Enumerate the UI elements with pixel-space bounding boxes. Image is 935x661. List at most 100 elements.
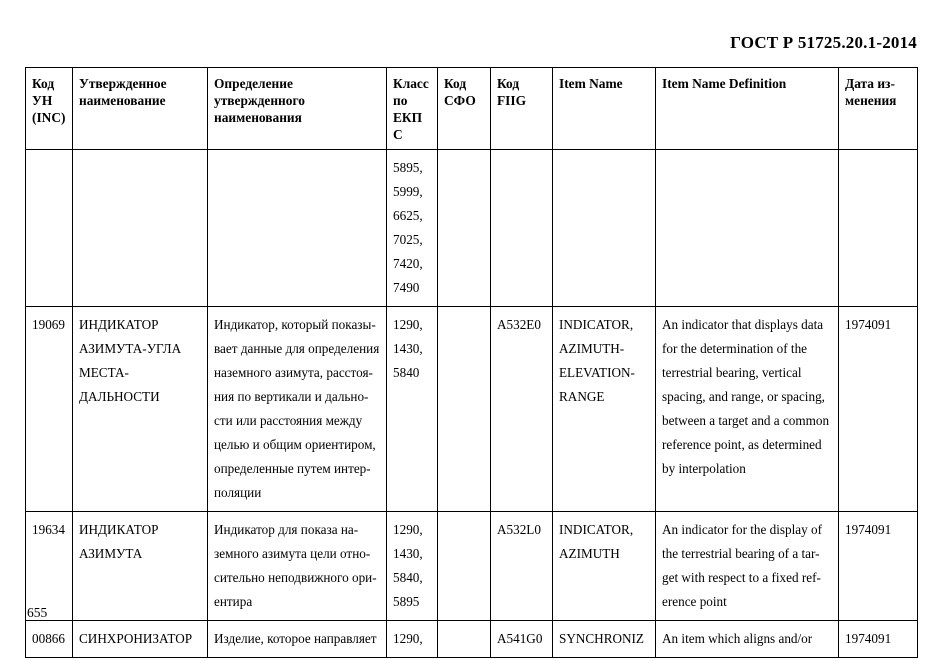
standard-number-header: ГОСТ Р 51725.20.1-2014 xyxy=(730,33,917,52)
column-header-item-name-definition-line-1: Item Name Definition xyxy=(662,76,787,91)
cell-item-name-definition-line-7: by interpolation xyxy=(662,461,746,476)
table-row: 5895, 5999, 6625, 7025, 7420, 7490 xyxy=(25,149,918,307)
cell-ekps-class-line-3: 5840, xyxy=(393,570,423,585)
cell-item-name-line-1: INDICATOR, xyxy=(559,317,634,332)
column-header-definition-line-1: Определение xyxy=(214,76,293,91)
cell-approved-name-lines: СИНХРОНИЗАТОР xyxy=(79,627,202,651)
table-row: 00866 СИНХРОНИЗАТОР Изделие, которое напра… xyxy=(25,620,918,658)
column-header-definition-line-3: наименования xyxy=(214,110,302,125)
cell-definition-line-8: поляции xyxy=(214,485,262,500)
cell-inc: 19634 xyxy=(25,511,73,621)
cell-approved-name-line-3: МЕСТА- xyxy=(79,365,129,380)
column-header-definition: Определение утвержденного наименования xyxy=(207,67,387,150)
cell-approved-name xyxy=(72,149,208,307)
cell-ekps-class-line-4: 5895 xyxy=(393,594,420,609)
table-row: 19634 ИНДИКАТОР АЗИМУТА Индикатор для показ… xyxy=(25,511,918,621)
column-header-inc-lines: Код УН (INC) xyxy=(32,75,67,126)
cell-item-name-definition-line-3: get with respect to a fixed ref- xyxy=(662,570,821,585)
cell-item-name-line-3: ELEVATION- xyxy=(559,365,635,380)
column-header-change-date-line-2: менения xyxy=(845,93,897,108)
column-header-change-date-lines: Дата из- менения xyxy=(845,75,912,109)
table-header: Код УН (INC) Утвержденное наименование xyxy=(25,67,918,150)
cell-item-name-definition-line-1: An indicator that displays data xyxy=(662,317,824,332)
column-header-item-name-definition: Item Name Definition xyxy=(655,67,839,150)
column-header-inc: Код УН (INC) xyxy=(25,67,73,150)
column-header-change-date-line-1: Дата из- xyxy=(845,76,895,91)
column-header-fiig-code-line-2: FIIG xyxy=(497,93,527,108)
cell-definition-line-4: ентира xyxy=(214,594,253,609)
column-header-fiig-code-lines: Код FIIG xyxy=(497,75,547,109)
cell-fiig-code: A541G0 xyxy=(490,620,553,658)
cell-item-name-line-4: RANGE xyxy=(559,389,605,404)
column-header-item-name: Item Name xyxy=(552,67,656,150)
cell-ekps-class-lines: 1290, 1430, 5840 xyxy=(393,313,432,385)
cell-item-name xyxy=(552,149,656,307)
column-header-sfo-code: Код СФО xyxy=(437,67,491,150)
cell-item-name-definition-line-2: the terrestrial bearing of a tar- xyxy=(662,546,820,561)
cell-definition-line-6: целью и общим ориентиром, xyxy=(214,437,376,452)
column-header-ekps-class-line-4: С xyxy=(393,127,403,142)
cell-definition: Индикатор для показа на-земного азимута … xyxy=(207,511,387,621)
cell-approved-name-lines: ИНДИКАТОР АЗИМУТА xyxy=(79,518,202,566)
table-row: 19069 ИНДИКАТОР АЗИМУТА-УГЛА МЕСТА- ДАЛЬНОСТ… xyxy=(25,306,918,512)
cell-definition-lines: Изделие, которое направляет xyxy=(214,627,381,651)
cell-item-name-lines: INDICATOR, AZIMUTH xyxy=(559,518,650,566)
cell-item-name-lines: INDICATOR, AZIMUTH- ELEVATION- RANGE xyxy=(559,313,650,409)
cell-ekps-class-lines: 5895, 5999, 6625, 7025, 7420, 7490 xyxy=(393,156,432,300)
cell-approved-name-line-2: АЗИМУТА xyxy=(79,546,143,561)
cell-item-name-definition: An item which aligns and/or xyxy=(655,620,839,658)
column-header-item-name-line-1: Item Name xyxy=(559,76,623,91)
cell-definition-line-3: наземного азимута, расстоя- xyxy=(214,365,373,380)
cell-item-name-line-2: AZIMUTH- xyxy=(559,341,625,356)
cell-ekps-class-line-2: 1430, xyxy=(393,546,423,561)
cell-ekps-class: 1290, xyxy=(386,620,438,658)
column-header-inc-line-1: Код xyxy=(32,76,55,91)
column-header-ekps-class-line-1: Класс xyxy=(393,76,429,91)
cell-item-name-definition-line-2: for the determination of the xyxy=(662,341,808,356)
cell-ekps-class-line-2: 1430, xyxy=(393,341,423,356)
cell-item-name-definition-lines: An indicator for the display of the terre… xyxy=(662,518,833,614)
cell-definition xyxy=(207,149,387,307)
cell-change-date: 1974091 xyxy=(838,511,918,621)
cell-sfo-code xyxy=(437,620,491,658)
cell-definition-line-2: вает данные для определения xyxy=(214,341,380,356)
cell-definition-lines: Индикатор, который показы-вает данные дл… xyxy=(214,313,381,505)
cell-item-name-definition-line-4: spacing, and range, or spacing, xyxy=(662,389,825,404)
cell-item-name: INDICATOR, AZIMUTH xyxy=(552,511,656,621)
cell-ekps-class-line-3: 5840 xyxy=(393,365,420,380)
cell-item-name-definition xyxy=(655,149,839,307)
cell-definition-line-1: Изделие, которое направляет xyxy=(214,631,377,646)
cell-ekps-class-line-3: 6625, xyxy=(393,208,423,223)
column-header-inc-line-2: УН xyxy=(32,93,53,108)
column-header-ekps-class-lines: Класс по ЕКП С xyxy=(393,75,432,143)
column-header-approved-name-line-1: Утвержденное xyxy=(79,76,167,91)
cell-item-name-lines: SYNCHRONIZ xyxy=(559,627,650,651)
column-header-inc-line-3: (INC) xyxy=(32,110,66,125)
cell-ekps-class-lines: 1290, xyxy=(393,627,432,651)
cell-change-date xyxy=(838,149,918,307)
cell-definition: Изделие, которое направляет xyxy=(207,620,387,658)
cell-item-name-definition-lines: An indicator that displays data for the d… xyxy=(662,313,833,481)
cell-item-name-line-1: SYNCHRONIZ xyxy=(559,631,644,646)
cell-approved-name: ИНДИКАТОР АЗИМУТА-УГЛА МЕСТА- ДАЛЬНОСТИ xyxy=(72,306,208,512)
cell-inc: 19069 xyxy=(25,306,73,512)
cell-item-name-definition-line-6: reference point, as determined xyxy=(662,437,822,452)
column-header-sfo-code-line-1: Код xyxy=(444,76,467,91)
cell-sfo-code xyxy=(437,149,491,307)
cell-ekps-class: 1290, 1430, 5840 xyxy=(386,306,438,512)
cell-fiig-code: A532L0 xyxy=(490,511,553,621)
cell-approved-name-line-1: СИНХРОНИЗАТОР xyxy=(79,631,193,646)
cell-ekps-class-line-1: 1290, xyxy=(393,631,423,646)
cell-item-name-definition: An indicator that displays data for the d… xyxy=(655,306,839,512)
column-header-ekps-class-line-2: по xyxy=(393,93,408,108)
cell-definition-line-1: Индикатор для показа на- xyxy=(214,522,359,537)
cell-inc xyxy=(25,149,73,307)
cell-fiig-code xyxy=(490,149,553,307)
cell-item-name-definition-line-5: between a target and a common xyxy=(662,413,830,428)
table-body: 5895, 5999, 6625, 7025, 7420, 7490 19069 ИНДИКА… xyxy=(25,149,918,658)
cell-ekps-class: 1290, 1430, 5840, 5895 xyxy=(386,511,438,621)
cell-item-name-definition-line-4: erence point xyxy=(662,594,727,609)
column-header-approved-name: Утвержденное наименование xyxy=(72,67,208,150)
cell-approved-name-line-1: ИНДИКАТОР xyxy=(79,317,159,332)
